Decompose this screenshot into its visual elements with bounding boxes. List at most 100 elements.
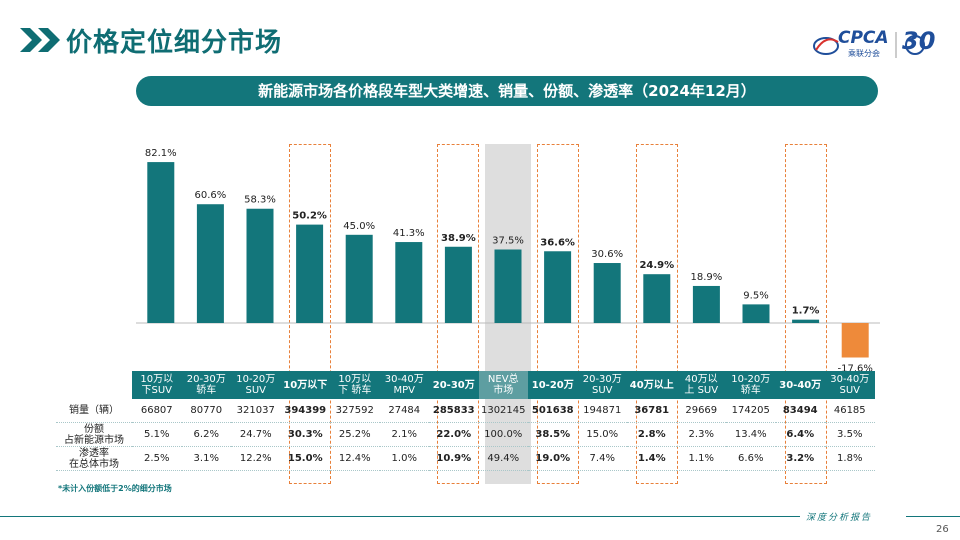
table-row-label: 份额 占新能源市场 [56,422,132,447]
table-cell: 285833 [429,399,479,423]
bar [544,251,572,323]
bar [147,162,175,323]
table-cell: 19.0% [528,446,578,471]
table-cell: 3.1% [181,446,231,471]
bar [494,249,522,323]
table-cell: 174205 [726,399,776,423]
bar-value-label: 24.9% [639,260,674,271]
bar [841,323,869,358]
table-row-label: 销量（辆） [56,399,132,423]
table-cell: 15.0% [577,422,627,447]
table-cell: 501638 [528,399,578,423]
table-cell: 22.0% [429,422,479,447]
table-header-cell: 30-40万 SUV [825,371,875,399]
page-number: 26 [936,524,949,535]
table-header-cell: 10万以下 [280,371,330,399]
highlight-frame [288,144,331,484]
table-cell: 13.4% [726,422,776,447]
bar [196,204,224,323]
table-cell: 1.1% [676,446,726,471]
table-cell: 6.6% [726,446,776,471]
table-header-cell: 30-40万 [775,371,825,399]
logo-text: CPCA [838,28,889,48]
bar-value-label: 41.3% [393,228,425,239]
bar-value-label: 38.9% [441,233,476,244]
bar-value-label: 50.2% [292,211,327,222]
bar [792,319,820,323]
data-table: 10万以 下SUV 20-30万 轿车 10-20万 SUV 10万以下 10万以下 轿车 30… [56,371,875,471]
table-cell: 321037 [231,399,281,423]
table-row: 份额 占新能源市场 5.1% 6.2% 24.7% 30.3% 25.2% 2.1% 22.0%… [56,422,875,447]
table-header-cell: 10-20万 SUV [231,371,281,399]
bar-value-label: 37.5% [492,236,524,247]
bar [345,234,373,323]
table-header-cell: NEV总 市场 [478,371,528,399]
footnote: *未计入份额低于2%的细分市场 [58,484,172,493]
highlight-frame [635,144,678,484]
table-cell: 27484 [379,399,429,423]
table-header-cell: 10-20万 轿车 [726,371,776,399]
table-header-cell: 20-30万 [429,371,479,399]
anniversary-30: 30 [902,27,936,55]
bar-value-label: 18.9% [691,272,723,283]
table-row: 渗透率 在总体市场 2.5% 3.1% 12.2% 15.0% 12.4% 1.0% 10.9%… [56,446,875,471]
bar-value-label: 45.0% [343,221,375,232]
table-cell: 2.1% [379,422,429,447]
bar-value-label: 36.6% [540,237,575,248]
table-row-label: 渗透率 在总体市场 [56,446,132,471]
table-cell: 12.4% [330,446,380,471]
bar [593,263,621,323]
table-cell: 46185 [825,399,875,423]
table-cell: 1302145 [478,399,528,423]
table-cell: 15.0% [280,446,330,471]
table-cell: 1.0% [379,446,429,471]
logo-subtext: 乘联分会 [848,49,880,58]
table-cell: 100.0% [478,422,528,447]
table-cell: 394399 [280,399,330,423]
table-cell: 36781 [627,399,677,423]
table-cell: 80770 [181,399,231,423]
bar-value-label: 30.6% [591,249,623,260]
table-cell: 12.2% [231,446,281,471]
bar-value-label: 9.5% [743,290,768,301]
table-cell: 30.3% [280,422,330,447]
table-cell: 3.5% [825,422,875,447]
bar [742,304,770,323]
table-cell: 25.2% [330,422,380,447]
table-row: 销量（辆） 66807 80770 321037 394399 327592 27484 28… [56,399,875,423]
table-cell: 24.7% [231,422,281,447]
table-header-cell: 10-20万 [528,371,578,399]
bar [395,242,423,323]
table-cell: 194871 [577,399,627,423]
highlight-frame [784,144,827,484]
table-cell: 327592 [330,399,380,423]
table-header-cell: 40万以上 [627,371,677,399]
table-corner [56,371,132,399]
highlight-frame [437,144,480,484]
bar [692,285,720,323]
bar [444,246,472,323]
footer-line-right [906,516,960,517]
footer-text: 深度分析报告 [806,513,873,523]
table-cell: 2.3% [676,422,726,447]
chart-subtitle: 新能源市场各价格段车型大类增速、销量、份额、渗透率（2024年12月） [136,76,878,106]
bar-value-label: 1.7% [792,306,820,317]
bar [246,208,274,323]
bar-chart: 82.1% 60.6% 58.3% 50.2% 45.0% 41.3% 38.9% 37.5%… [136,148,880,372]
table-cell: 5.1% [132,422,182,447]
table-cell: 2.5% [132,446,182,471]
table-cell: 83494 [775,399,825,423]
table-cell: 1.8% [825,446,875,471]
chevron-icon [20,28,60,52]
table-header-cell: 20-30万 SUV [577,371,627,399]
bar-value-label: 60.6% [195,190,227,201]
table-cell: 38.5% [528,422,578,447]
page-title: 价格定位细分市场 [66,28,283,58]
cpca-logo-icon [813,32,925,58]
bar [643,274,671,323]
table-cell: 66807 [132,399,182,423]
table-header-row: 10万以 下SUV 20-30万 轿车 10-20万 SUV 10万以下 10万以下 轿车 30… [56,371,875,399]
bar-value-label: 58.3% [244,195,276,206]
table-header-cell: 10万以下 轿车 [330,371,380,399]
table-cell: 6.2% [181,422,231,447]
